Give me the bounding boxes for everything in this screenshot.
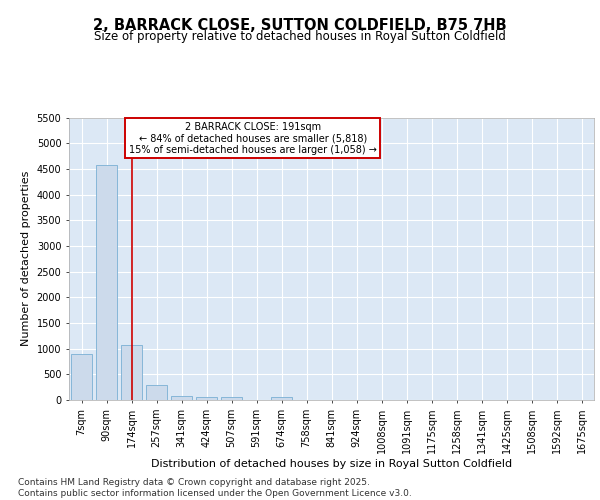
Y-axis label: Number of detached properties: Number of detached properties — [21, 171, 31, 346]
Bar — [71, 354, 92, 400]
X-axis label: Distribution of detached houses by size in Royal Sutton Coldfield: Distribution of detached houses by size … — [151, 458, 512, 468]
Bar — [196, 396, 217, 400]
Text: Contains HM Land Registry data © Crown copyright and database right 2025.
Contai: Contains HM Land Registry data © Crown c… — [18, 478, 412, 498]
Text: 2, BARRACK CLOSE, SUTTON COLDFIELD, B75 7HB: 2, BARRACK CLOSE, SUTTON COLDFIELD, B75 … — [93, 18, 507, 32]
Bar — [146, 384, 167, 400]
Bar — [121, 344, 142, 400]
Bar — [221, 398, 242, 400]
Bar — [96, 165, 117, 400]
Text: Size of property relative to detached houses in Royal Sutton Coldfield: Size of property relative to detached ho… — [94, 30, 506, 43]
Text: 2 BARRACK CLOSE: 191sqm
← 84% of detached houses are smaller (5,818)
15% of semi: 2 BARRACK CLOSE: 191sqm ← 84% of detache… — [129, 122, 377, 155]
Bar — [271, 398, 292, 400]
Bar — [171, 396, 192, 400]
